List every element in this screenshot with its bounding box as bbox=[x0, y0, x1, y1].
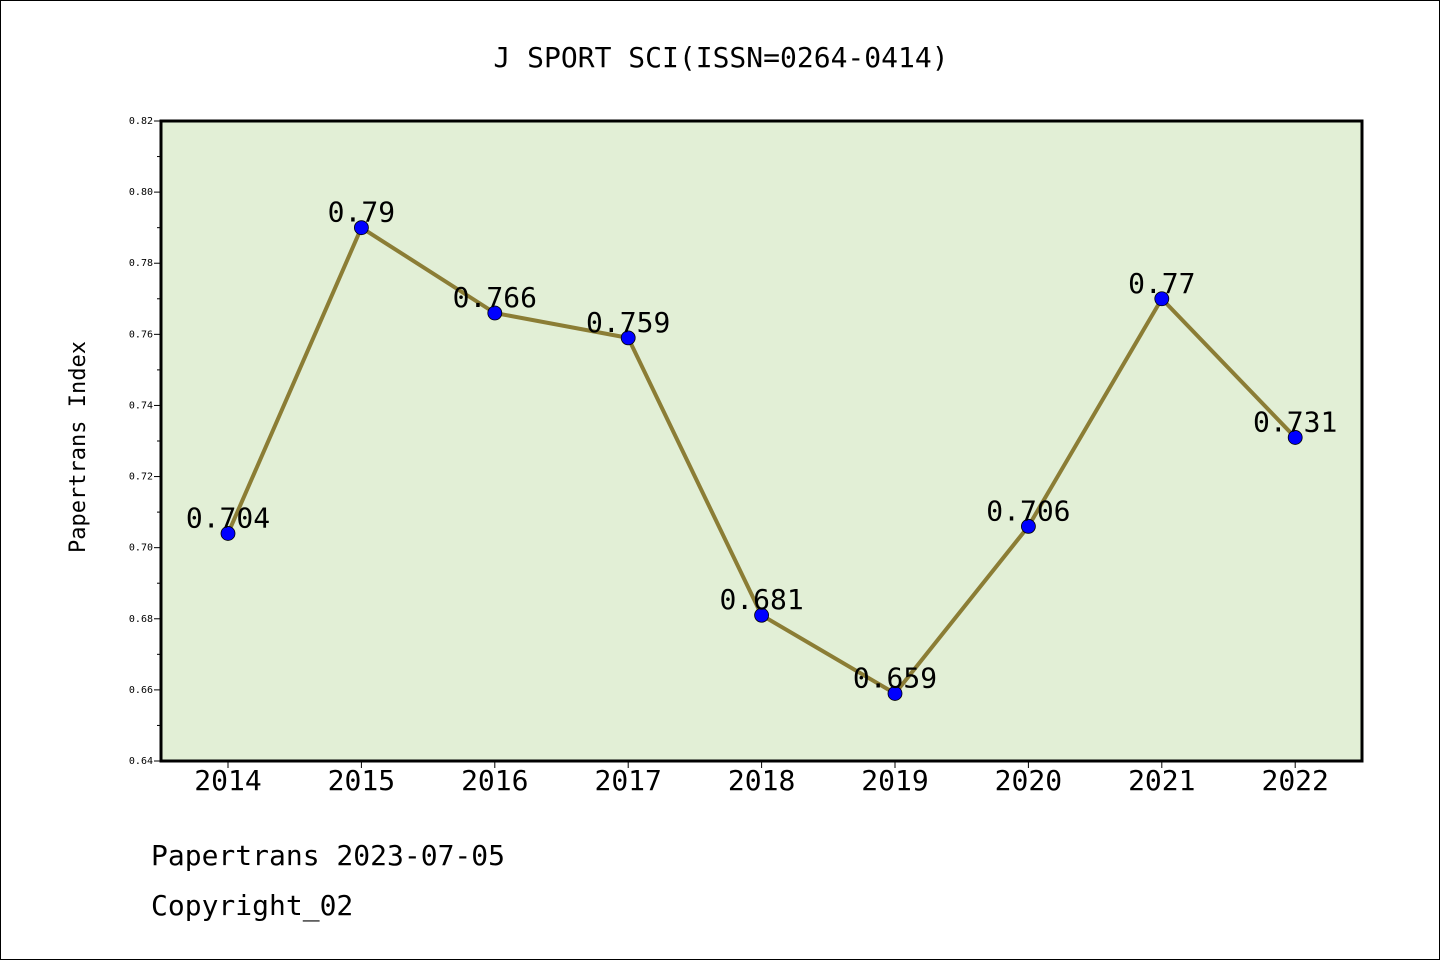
y-tick-label: 0.68 bbox=[129, 614, 153, 625]
y-tick-label: 0.74 bbox=[129, 400, 153, 411]
x-axis: 2014 2015 2016 2017 2018 2019 2020 2021 2022 bbox=[194, 761, 1329, 797]
data-labels: 0.704 0.79 0.766 0.759 0.681 0.659 0.706 0.77 0.… bbox=[186, 196, 1337, 695]
data-point bbox=[620, 330, 636, 346]
y-tick-label: 0.64 bbox=[129, 756, 153, 767]
y-tick-label: 0.70 bbox=[129, 543, 153, 554]
y-tick-label: 0.80 bbox=[129, 187, 153, 198]
data-label: 0.706 bbox=[986, 494, 1070, 527]
x-tick-label: 2019 bbox=[861, 764, 928, 797]
chart-title: J SPORT SCI(ISSN=0264-0414) bbox=[493, 41, 948, 74]
x-tick-label: 2016 bbox=[461, 764, 528, 797]
data-label: 0.704 bbox=[186, 501, 270, 534]
data-point bbox=[887, 686, 903, 701]
data-point bbox=[1287, 430, 1303, 445]
x-tick-label: 2020 bbox=[995, 764, 1062, 797]
data-point bbox=[1154, 291, 1170, 307]
data-point bbox=[1021, 518, 1036, 534]
data-label: 0.681 bbox=[719, 583, 803, 616]
data-point bbox=[220, 526, 236, 541]
data-point bbox=[487, 305, 503, 321]
y-tick-label: 0.72 bbox=[129, 472, 153, 483]
y-tick-label: 0.82 bbox=[129, 116, 153, 127]
plot-border bbox=[159, 119, 1364, 763]
data-label: 0.731 bbox=[1253, 405, 1337, 438]
y-axis: 0.64 0.66 0.68 0.70 0.72 0.74 0.76 0.78 0.80 0.82 bbox=[129, 116, 161, 767]
y-axis-label: Papertrans Index bbox=[66, 341, 91, 553]
data-label: 0.766 bbox=[453, 281, 537, 314]
data-point bbox=[754, 607, 769, 623]
x-tick-label: 2022 bbox=[1261, 764, 1328, 797]
x-tick-label: 2014 bbox=[194, 764, 261, 797]
data-label: 0.659 bbox=[853, 661, 937, 694]
data-label: 0.759 bbox=[586, 306, 670, 339]
footer-copyright: Copyright_02 bbox=[151, 889, 353, 923]
x-tick-label: 2021 bbox=[1128, 764, 1195, 797]
data-markers bbox=[220, 220, 1303, 701]
footer-date: Papertrans 2023-07-05 bbox=[151, 839, 505, 872]
y-tick-label: 0.66 bbox=[129, 685, 153, 696]
x-tick-label: 2015 bbox=[328, 764, 395, 797]
data-label: 0.79 bbox=[328, 196, 395, 229]
x-tick-label: 2017 bbox=[594, 764, 661, 797]
data-point bbox=[353, 220, 369, 236]
y-tick-label: 0.76 bbox=[129, 329, 153, 340]
y-tick-label: 0.78 bbox=[129, 258, 153, 269]
data-label: 0.77 bbox=[1128, 267, 1195, 300]
x-tick-label: 2018 bbox=[728, 764, 795, 797]
